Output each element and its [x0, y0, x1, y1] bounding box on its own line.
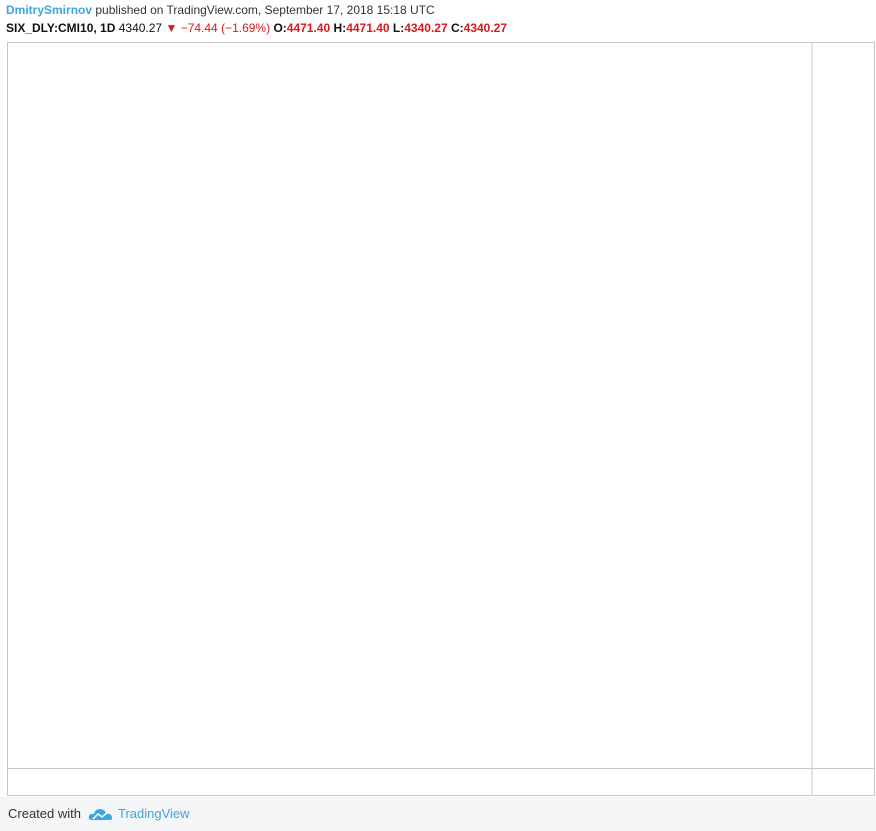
- ohlc-label: O:: [273, 21, 287, 35]
- change-arrow: ▼: [165, 21, 178, 35]
- ohlc-label: L:: [392, 21, 405, 35]
- ohlc-value: 4340.27: [404, 21, 448, 35]
- ohlc-value: 4471.40: [346, 21, 390, 35]
- logo: [88, 809, 113, 820]
- ohlc-label: C:: [450, 21, 464, 35]
- footer: Created with TradingView: [0, 797, 876, 831]
- publish-line: DmitrySmirnov published on TradingView.c…: [6, 3, 435, 17]
- footer-brand[interactable]: TradingView: [118, 806, 190, 821]
- ohlc-value: 4340.27: [463, 21, 508, 35]
- chart: [7, 42, 875, 796]
- symbol: SIX_DLY:CMI10, 1D: [6, 21, 116, 35]
- chart-frame: [7, 42, 875, 796]
- last-price: 4340.27: [118, 21, 163, 35]
- footer-text: Created with: [8, 806, 81, 821]
- ohlc: O:4471.40 H:4471.40 L:4340.27 C:4340.27: [270, 21, 507, 35]
- ohlc-label: H:: [333, 21, 347, 35]
- published: published on TradingView.com, September …: [95, 3, 435, 17]
- ohlc-value: 4471.40: [286, 21, 331, 35]
- symbol-line: SIX_DLY:CMI10, 1D 4340.27 ▼ −74.44 (−1.6…: [6, 21, 507, 35]
- author[interactable]: DmitrySmirnov: [6, 3, 93, 17]
- change: −74.44 (−1.69%): [180, 21, 271, 35]
